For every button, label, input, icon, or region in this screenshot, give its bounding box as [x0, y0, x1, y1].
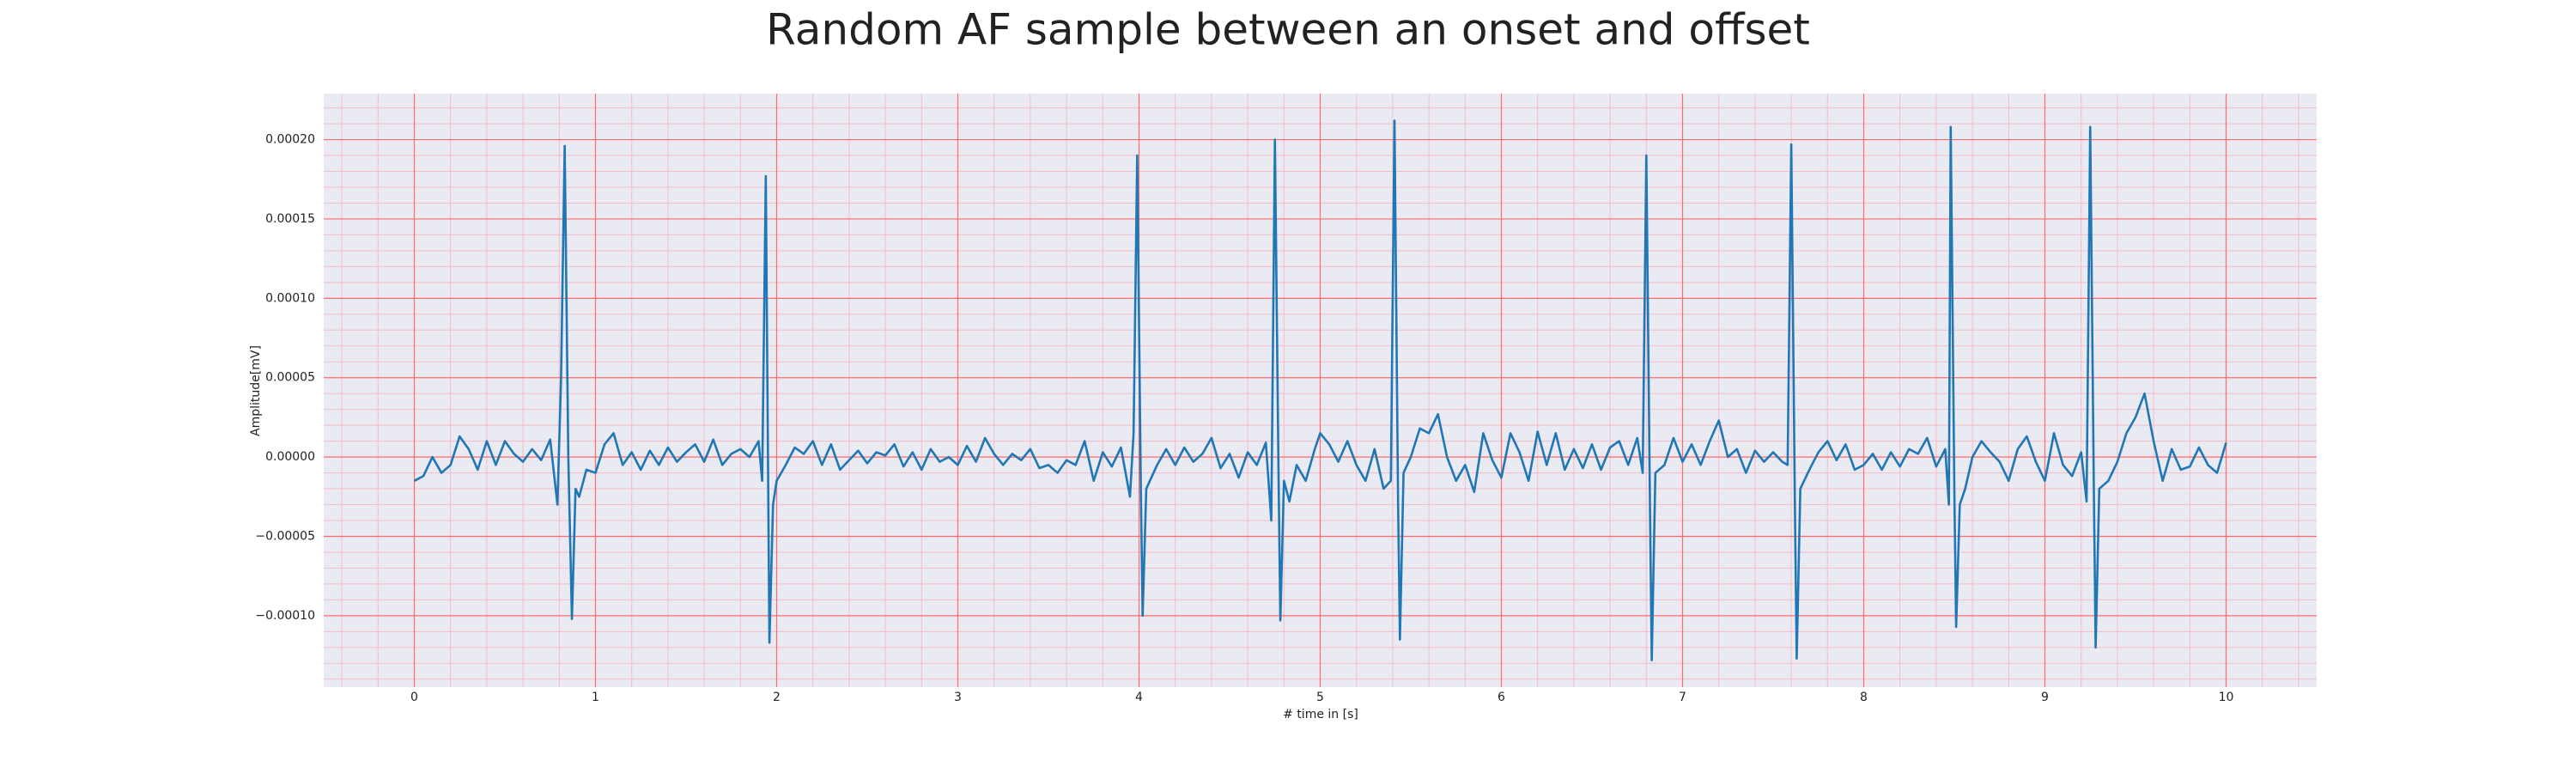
x-tick-label: 4	[1135, 691, 1143, 704]
x-tick-label: 3	[954, 691, 962, 704]
x-tick-label: 10	[2219, 691, 2234, 704]
chart-title: Random AF sample between an onset and of…	[766, 5, 1810, 55]
y-tick-label: −0.00010	[255, 609, 315, 623]
y-tick-label: 0.00020	[265, 133, 315, 147]
x-axis-label: # time in [s]	[1283, 708, 1358, 721]
x-tick-label: 2	[773, 691, 781, 704]
marks	[413, 119, 2227, 661]
x-tick-label: 7	[1679, 691, 1686, 704]
x-tick-label: 0	[410, 691, 418, 704]
x-tick-label: 1	[592, 691, 599, 704]
y-tick-label: −0.00005	[255, 529, 315, 543]
y-tick-label: 0.00005	[265, 371, 315, 385]
y-tick-label: 0.00015	[265, 212, 315, 226]
x-tick-label: 6	[1498, 691, 1505, 704]
x-tick-label: 5	[1316, 691, 1324, 704]
y-tick-label: 0.00010	[265, 291, 315, 305]
y-axis-label: Amplitude[mV]	[249, 345, 263, 436]
x-tick-label: 8	[1860, 691, 1868, 704]
y-tick-label: 0.00000	[265, 450, 315, 464]
x-tick-label: 9	[2041, 691, 2049, 704]
line-series	[413, 119, 2227, 661]
grid	[324, 94, 2317, 687]
